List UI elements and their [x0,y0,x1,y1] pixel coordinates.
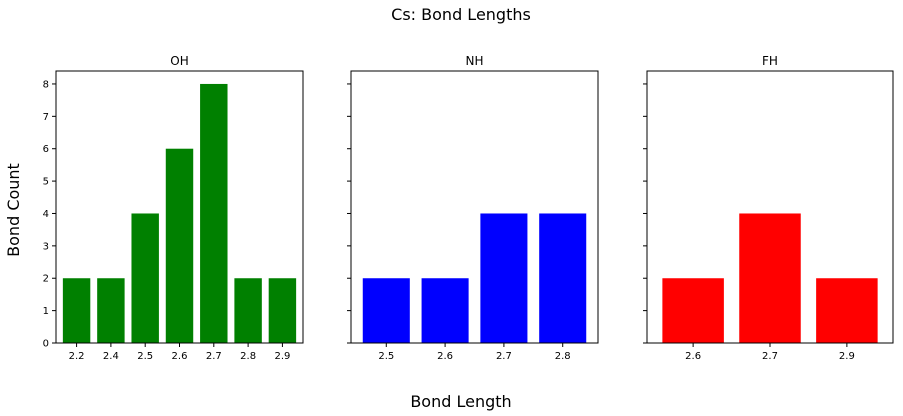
bar-oh-2.5 [131,213,159,343]
x-tick-label-oh-2.8: 2.8 [240,351,256,362]
y-axis-label: Bond Count [4,163,23,257]
y-tick-label-oh-6: 6 [43,144,49,155]
subplot-oh: OH 2.2 2.4 2.5 2.6 2.7 2.8 2.9 0 1 2 3 4 5 6 7 8 [43,54,304,362]
y-tick-label-oh-8: 8 [43,79,49,90]
subplot-nh: NH 2.5 2.6 2.7 2.8 [347,54,599,362]
bar-nh-2.7 [480,213,528,343]
subplot-title-oh: OH [170,54,188,68]
bar-nh-2.5 [362,278,410,343]
bar-oh-2.9 [268,278,297,343]
x-tick-label-fh-2.6: 2.6 [685,351,701,362]
y-tick-label-oh-0: 0 [43,339,49,350]
y-tick-label-oh-7: 7 [43,112,49,123]
x-tick-label-oh-2.9: 2.9 [274,351,290,362]
x-tick-label-nh-2.6: 2.6 [437,351,453,362]
bar-fh-2.6 [662,278,724,343]
bar-fh-2.9 [816,278,878,343]
x-axis-label: Bond Length [410,392,511,411]
x-tick-label-nh-2.8: 2.8 [555,351,571,362]
bar-oh-2.4 [97,278,125,343]
x-tick-label-nh-2.7: 2.7 [496,351,512,362]
subplots: OH 2.2 2.4 2.5 2.6 2.7 2.8 2.9 0 1 2 3 4 5 6 7 8 NH 2.5 2.6… [43,54,894,362]
x-tick-label-oh-2.4: 2.4 [103,351,119,362]
x-tick-label-oh-2.2: 2.2 [69,351,85,362]
x-tick-label-fh-2.7: 2.7 [762,351,778,362]
bar-nh-2.6 [421,278,469,343]
y-tick-label-oh-5: 5 [43,177,49,188]
y-tick-label-oh-2: 2 [43,274,49,285]
bar-fh-2.7 [739,213,801,343]
y-tick-label-oh-1: 1 [43,306,49,317]
figure-title: Cs: Bond Lengths [391,5,531,24]
x-tick-label-oh-2.7: 2.7 [206,351,222,362]
x-tick-label-oh-2.5: 2.5 [137,351,153,362]
bar-nh-2.8 [539,213,587,343]
y-tick-label-oh-3: 3 [43,241,49,252]
subplot-title-nh: NH [466,54,484,68]
axes-frame-nh [350,70,599,344]
bar-oh-2.2 [62,278,91,343]
x-tick-label-oh-2.6: 2.6 [172,351,188,362]
bar-oh-2.7 [200,83,228,343]
subplot-title-fh: FH [762,54,778,68]
bar-oh-2.8 [234,278,262,343]
y-tick-label-oh-4: 4 [43,209,49,220]
x-tick-label-fh-2.9: 2.9 [839,351,855,362]
x-tick-label-nh-2.5: 2.5 [378,351,394,362]
bar-oh-2.6 [165,148,194,343]
subplot-fh: FH 2.6 2.7 2.9 [643,54,894,362]
